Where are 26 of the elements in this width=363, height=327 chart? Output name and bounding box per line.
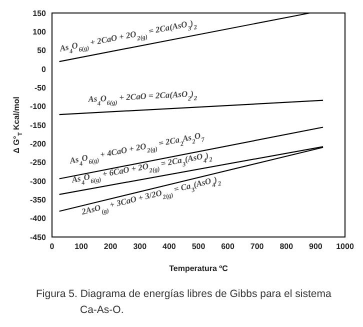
y-tick-label: -400	[30, 214, 47, 224]
y-tick-label: 0	[42, 64, 47, 74]
x-axis-title: Temperatura ºC	[169, 264, 228, 273]
text: Figura 5. Diagrama de energías libres de Gibbs para el sistema Ca-As-O.	[36, 288, 332, 316]
y-tick-label: -150	[30, 120, 47, 130]
x-tick-label: 700	[250, 242, 264, 251]
y-tick-label: 150	[32, 8, 47, 18]
x-tick-label: 400	[162, 242, 176, 251]
x-tick-label: 200	[104, 242, 118, 251]
x-tick-label: 800	[280, 242, 294, 251]
x-tick-label: 600	[221, 242, 236, 251]
y-tick-label: -450	[30, 232, 47, 242]
x-tick-label: 300	[133, 242, 148, 251]
y-tick-label: -250	[30, 158, 47, 168]
y-tick-label: -300	[30, 176, 47, 186]
y-tick-label: -200	[30, 139, 47, 148]
x-tick-label: 900	[309, 242, 323, 251]
x-tick-label: 100	[74, 242, 89, 251]
y-tick-label: -50	[34, 83, 47, 92]
x-tick-label: 1000	[336, 242, 354, 251]
y-tick-label: -350	[30, 195, 47, 204]
y-tick-label: 100	[32, 27, 47, 36]
x-tick-label: 0	[50, 242, 55, 251]
y-tick-label: -100	[30, 102, 47, 112]
x-tick-label: 500	[192, 242, 206, 251]
y-tick-label: 50	[37, 46, 47, 56]
